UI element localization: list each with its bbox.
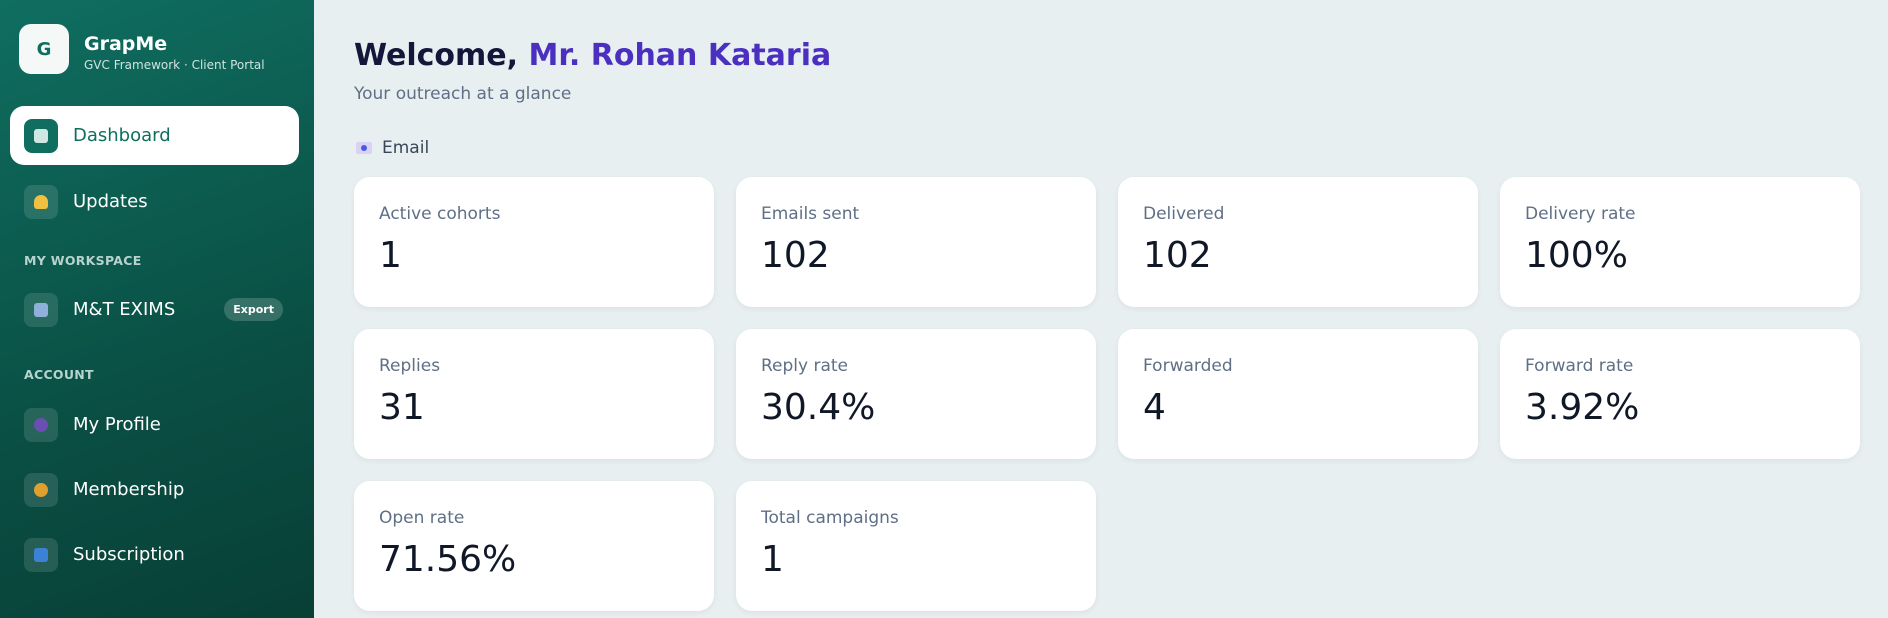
section-title: ACCOUNT xyxy=(24,367,94,382)
stat-value: 3.92% xyxy=(1525,387,1640,428)
stat-card: Active cohorts 1 xyxy=(354,177,714,307)
nav-icon xyxy=(24,118,58,153)
stat-card: Forward rate 3.92% xyxy=(1500,329,1860,459)
stat-value: 102 xyxy=(761,235,830,276)
stat-label: Replies xyxy=(379,356,441,376)
stat-label: Forwarded xyxy=(1143,356,1233,376)
nav-label: Subscription xyxy=(73,544,185,565)
nav-label: Updates xyxy=(73,191,148,212)
nav-item[interactable]: M&T EXIMS Export xyxy=(10,280,299,339)
stat-value: 102 xyxy=(1143,235,1212,276)
stat-value: 71.56% xyxy=(379,539,517,580)
logo[interactable]: G xyxy=(19,24,69,74)
stat-label: Delivered xyxy=(1143,204,1225,224)
nav-icon xyxy=(24,184,58,219)
sidebar: G GrapMe GVC Framework · Client Portal D… xyxy=(0,0,314,618)
greeting: Welcome, xyxy=(354,38,519,73)
nav-label: Dashboard xyxy=(73,125,171,146)
nav-icon xyxy=(24,407,58,442)
stat-card: Delivered 102 xyxy=(1118,177,1478,307)
stat-value: 30.4% xyxy=(761,387,876,428)
stat-label: Forward rate xyxy=(1525,356,1634,376)
nav-item[interactable]: Updates xyxy=(10,172,299,231)
stat-card: Replies 31 xyxy=(354,329,714,459)
stat-value: 4 xyxy=(1143,387,1166,428)
nav-label: Membership xyxy=(73,479,185,500)
stat-value: 100% xyxy=(1525,235,1628,276)
stat-card: Total campaigns 1 xyxy=(736,481,1096,611)
stat-label: Total campaigns xyxy=(761,508,899,528)
stat-value: 31 xyxy=(379,387,425,428)
nav-item[interactable]: My Profile xyxy=(10,395,299,454)
section-label: Email xyxy=(382,138,430,158)
stat-label: Delivery rate xyxy=(1525,204,1636,224)
section-title: MY WORKSPACE xyxy=(24,253,142,268)
section-header: Email xyxy=(356,138,429,158)
nav-icon xyxy=(24,472,58,507)
subtitle: Your outreach at a glance xyxy=(354,84,572,104)
tag: Export xyxy=(224,298,283,321)
welcome: Welcome, Mr. Rohan Kataria xyxy=(354,38,831,73)
stat-card: Forwarded 4 xyxy=(1118,329,1478,459)
user-name: Mr. Rohan Kataria xyxy=(528,38,832,73)
stat-label: Emails sent xyxy=(761,204,860,224)
stat-value: 1 xyxy=(379,235,402,276)
brand-subtitle: GVC Framework · Client Portal xyxy=(84,58,265,72)
nav-icon xyxy=(24,537,58,572)
nav-label: My Profile xyxy=(73,414,161,435)
stat-label: Reply rate xyxy=(761,356,849,376)
brand: GrapMe xyxy=(84,33,168,55)
nav-item[interactable]: Dashboard xyxy=(10,106,299,165)
stat-card: Emails sent 102 xyxy=(736,177,1096,307)
stat-card: Delivery rate 100% xyxy=(1500,177,1860,307)
mail-icon xyxy=(356,142,372,154)
nav-icon xyxy=(24,292,58,327)
stat-card: Reply rate 30.4% xyxy=(736,329,1096,459)
nav-label: M&T EXIMS xyxy=(73,299,176,320)
nav-item[interactable]: Membership xyxy=(10,460,299,519)
stat-value: 1 xyxy=(761,539,784,580)
stat-label: Open rate xyxy=(379,508,465,528)
stat-label: Active cohorts xyxy=(379,204,501,224)
nav-item[interactable]: Subscription xyxy=(10,525,299,584)
stat-card: Open rate 71.56% xyxy=(354,481,714,611)
